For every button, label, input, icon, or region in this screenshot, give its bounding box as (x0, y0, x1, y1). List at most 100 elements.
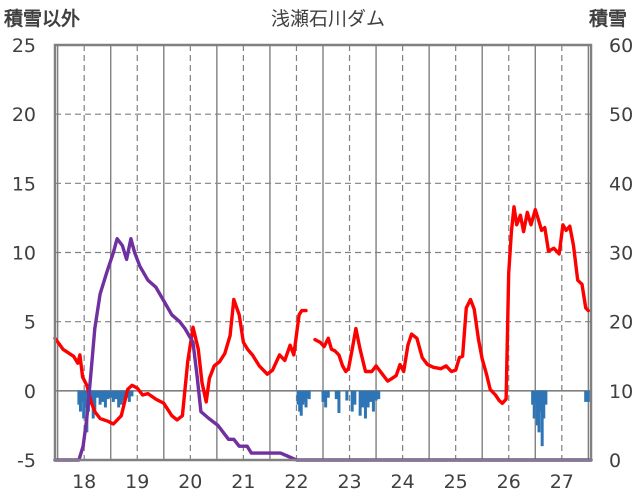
temperature-point (391, 377, 393, 380)
precipitation-bar (350, 390, 354, 412)
temperature-point (513, 206, 515, 208)
temperature-point (289, 344, 291, 346)
temperature-point (176, 419, 178, 421)
temperature-point (112, 423, 115, 425)
left-tick-label: 10 (12, 243, 36, 265)
temperature-point (426, 363, 429, 366)
precipitation-bar (119, 390, 123, 405)
temperature-point (120, 414, 123, 417)
temperature-point (233, 298, 235, 301)
precipitation-bar (130, 390, 134, 397)
temperature-point (126, 388, 129, 391)
temperature-point (155, 398, 157, 400)
precipitation-bar (111, 390, 115, 402)
precipitation-bar (345, 390, 349, 401)
snow_depth-point (130, 237, 132, 240)
temperature-point (131, 384, 133, 387)
snow_depth-point (162, 300, 165, 302)
temperature-point (192, 326, 194, 329)
temperature-point (238, 313, 240, 316)
temperature-point (562, 224, 564, 226)
temperature-point (522, 230, 525, 233)
snow_depth-point (255, 452, 258, 454)
precipitation-bar (80, 390, 84, 402)
precipitation-bar (90, 390, 94, 402)
left-tick-label: 0 (24, 381, 36, 403)
precipitation-bar (539, 390, 543, 412)
precipitation-bar (78, 390, 82, 412)
right-tick-label: 60 (609, 35, 633, 57)
temperature-point (507, 272, 510, 275)
temperature-point (530, 224, 532, 226)
precipitation-bar (361, 390, 365, 408)
temperature-point (72, 355, 75, 358)
snow_depth-point (112, 251, 115, 254)
temperature-point (481, 358, 484, 360)
temperature-point (229, 334, 231, 337)
temperature-point (386, 380, 389, 382)
temperature-point (94, 410, 96, 413)
temperature-point (79, 354, 81, 356)
temperature-point (224, 352, 226, 355)
chart-title: 浅瀬石川ダム (271, 8, 385, 30)
snow_depth-point (263, 452, 266, 454)
snow_depth-point (121, 244, 124, 247)
right-tick-label: 10 (609, 381, 633, 403)
temperature-point (465, 307, 468, 309)
snow_depth-point (233, 438, 235, 441)
precipitation-bar (109, 390, 113, 398)
temperature-point (558, 253, 560, 255)
temperature-point (347, 367, 350, 370)
precipitation-bar (531, 390, 535, 405)
precipitation-bar (304, 390, 308, 408)
right-tick-label: 20 (609, 312, 633, 334)
snow_depth-point (250, 452, 253, 454)
temperature-point (351, 348, 353, 351)
temperature-point (86, 384, 88, 387)
temperature-point (218, 360, 221, 363)
precipitation-bar (353, 390, 357, 405)
temperature-point (547, 250, 550, 252)
temperature-point (553, 247, 555, 250)
temperature-point (293, 354, 295, 356)
left-tick-label: 5 (24, 312, 36, 334)
temperature-point (364, 370, 367, 373)
temperature-point (501, 402, 504, 405)
precipitation-bar (93, 390, 97, 412)
x-tick-label: 24 (391, 471, 415, 493)
precipitation-bar (324, 390, 328, 408)
snow_depth-point (222, 431, 225, 434)
temperature-point (162, 402, 165, 405)
snow_depth-point (271, 452, 274, 454)
temperature-point (355, 327, 357, 330)
precipitation-bar (82, 390, 86, 419)
temperature-point (242, 341, 245, 344)
temperature-point (587, 309, 590, 312)
right-axis-ticks: 60 50 40 30 20 10 0 (609, 35, 633, 472)
snow_depth-point (227, 438, 230, 441)
left-tick-label: -5 (17, 450, 36, 472)
temperature-point (327, 337, 330, 340)
snow_depth-point (184, 327, 186, 330)
temperature-point (576, 279, 579, 281)
temperature-point (271, 369, 274, 371)
temperature-point (300, 309, 303, 312)
temperature-point (402, 370, 405, 373)
temperature-point (197, 348, 200, 351)
x-axis-ticks: 18 19 20 21 22 23 24 25 26 27 (72, 471, 574, 493)
precipitation-bar (544, 390, 548, 405)
left-tick-label: 15 (12, 173, 36, 195)
temperature-point (581, 283, 583, 286)
temperature-point (421, 356, 424, 359)
precipitation-bar (586, 390, 590, 402)
snow_depth-point (155, 286, 157, 288)
precipitation-bar (103, 390, 107, 408)
snow_depth-point (242, 445, 245, 447)
precipitation-bar (334, 390, 338, 400)
temperature-point (450, 370, 453, 373)
x-tick-label: 26 (497, 471, 521, 493)
temperature-point (494, 394, 497, 396)
temperature-point (565, 229, 567, 232)
left-tick-label: 20 (12, 104, 36, 126)
right-tick-label: 40 (609, 173, 633, 195)
